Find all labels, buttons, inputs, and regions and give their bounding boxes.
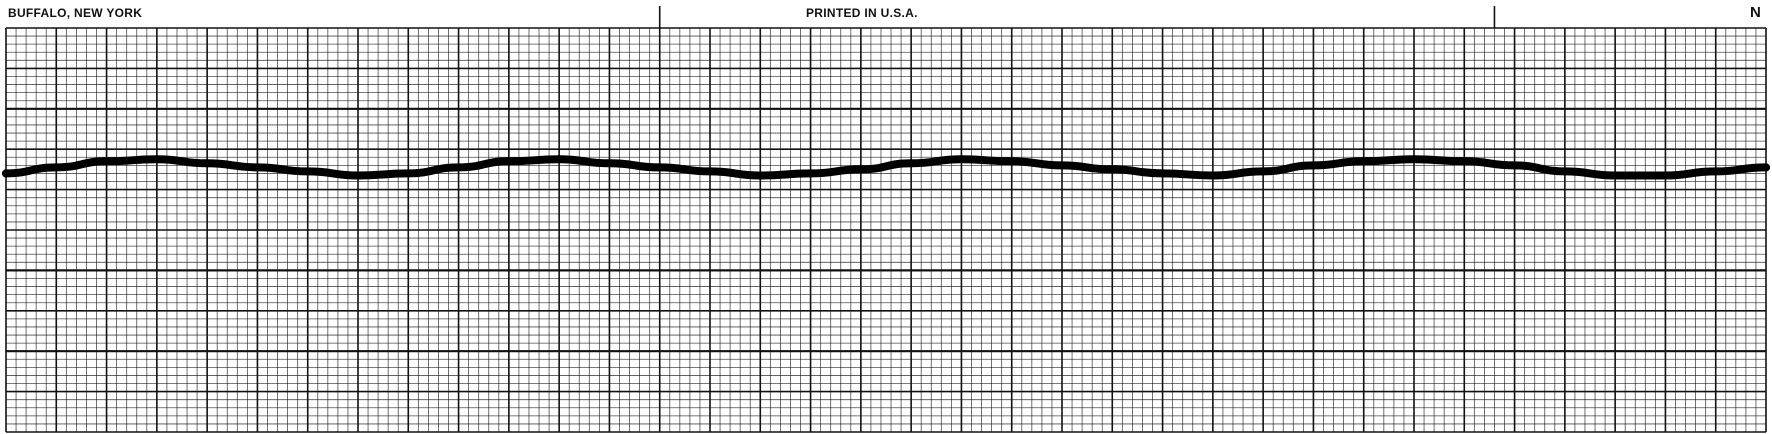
series-point bbox=[605, 159, 614, 168]
series-point bbox=[454, 163, 463, 172]
series-point bbox=[102, 157, 111, 166]
series-point bbox=[303, 167, 312, 176]
series-point bbox=[1058, 161, 1066, 170]
trace-layer bbox=[2, 155, 1770, 180]
series-line bbox=[2, 155, 1770, 180]
series-point bbox=[907, 159, 916, 168]
series-point bbox=[1007, 157, 1016, 166]
series-point bbox=[1711, 167, 1720, 176]
series-point bbox=[1661, 171, 1670, 180]
series-point bbox=[253, 163, 262, 172]
series-point bbox=[1309, 161, 1318, 170]
series-point bbox=[1359, 157, 1368, 166]
header-edge-letter: N bbox=[1750, 4, 1762, 21]
series-point bbox=[52, 163, 61, 172]
series-point bbox=[555, 155, 564, 164]
series-point bbox=[1510, 161, 1519, 170]
series-point bbox=[1611, 171, 1620, 180]
minor-grid bbox=[6, 28, 1766, 432]
chart-header: BUFFALO, NEW YORK PRINTED IN U.S.A. N bbox=[0, 0, 1772, 28]
header-ticks bbox=[658, 6, 1496, 28]
series-point bbox=[1208, 171, 1217, 180]
series-point bbox=[706, 167, 714, 176]
series-point bbox=[203, 159, 212, 168]
series-point bbox=[655, 163, 664, 172]
series-point bbox=[354, 171, 362, 180]
header-location-text: BUFFALO, NEW YORK bbox=[8, 6, 143, 20]
series-point bbox=[856, 165, 865, 174]
series-point bbox=[152, 155, 161, 164]
series-point bbox=[2, 169, 10, 178]
header-printed-text: PRINTED IN U.S.A. bbox=[806, 6, 918, 20]
series-point bbox=[957, 155, 966, 164]
series-point bbox=[1259, 167, 1268, 176]
series-point bbox=[1108, 165, 1117, 174]
series-point bbox=[404, 169, 413, 178]
series-point bbox=[756, 171, 765, 180]
series-point bbox=[1560, 167, 1569, 176]
series-point bbox=[806, 169, 815, 178]
major-grid bbox=[5, 27, 1767, 433]
series-point bbox=[1158, 169, 1167, 178]
series-point bbox=[1410, 155, 1418, 164]
series-point bbox=[1460, 157, 1469, 166]
series-point bbox=[504, 157, 513, 166]
series-point bbox=[1762, 163, 1770, 172]
